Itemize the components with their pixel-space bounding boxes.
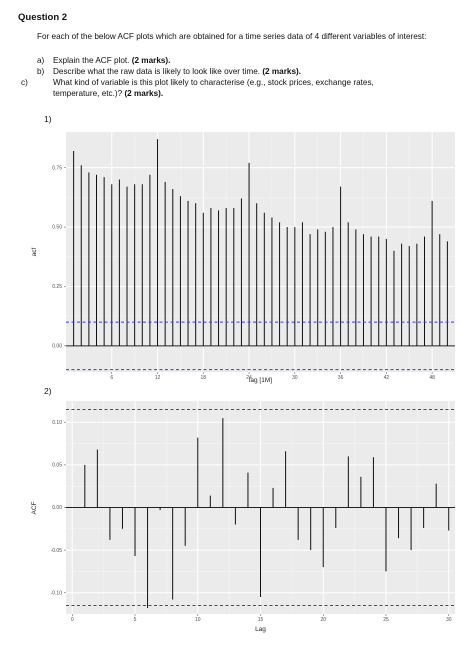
- acf1-x-tick-label: 6: [110, 375, 113, 381]
- acf1-x-tick-label: 36: [338, 375, 344, 381]
- acf1-group: 0.00 0.25 0.50 0.75 6 12 18 24 30 36 42 48 lag [1M] a…: [31, 132, 455, 384]
- acf1-x-tick-label: 18: [201, 375, 207, 381]
- acf1-x-tick-label: 12: [155, 375, 161, 381]
- item-text: Explain the ACF plot.: [53, 56, 130, 65]
- acf2-y-tick-label: 0.00: [52, 505, 62, 511]
- acf1-y-tick-label: 0.00: [52, 344, 62, 350]
- item-label: c): [21, 78, 28, 87]
- acf2-x-tick-label: 25: [383, 617, 389, 623]
- acf1-y-tick-label: 0.25: [52, 284, 62, 290]
- acf1-y-tick-label: 0.75: [52, 165, 62, 171]
- acf2-y-axis-title: ACF: [31, 501, 38, 514]
- acf2-group: -0.10 -0.05 0.00 0.05 0.10 0 5 10 15 20 25 30 Lag ACF: [31, 401, 455, 633]
- item-label: a): [37, 56, 45, 65]
- question-item-c: c) What kind of variable is this plot lik…: [21, 78, 398, 99]
- acf1-x-tick-label: 30: [292, 375, 298, 381]
- question-intro: For each of the below ACF plots which ar…: [37, 32, 427, 41]
- acf2-x-tick-label: 20: [320, 617, 326, 623]
- item-text: What kind of variable is this plot likel…: [53, 78, 374, 98]
- acf2-x-tick-label: 10: [195, 617, 201, 623]
- acf1-x-tick-label: 24: [246, 375, 252, 381]
- plot-number-2: 2): [44, 386, 52, 396]
- question-item-a: a) Explain the ACF plot. (2 marks).: [37, 56, 447, 67]
- question-item-b: b) Describe what the raw data is likely t…: [37, 67, 447, 78]
- acf2-x-tick-label: 0: [71, 617, 74, 623]
- item-text: Describe what the raw data is likely to …: [53, 67, 261, 76]
- acf2-x-axis-title: Lag: [255, 626, 266, 633]
- question-title: Question 2: [18, 12, 68, 23]
- plot-number-1: 1): [44, 114, 52, 124]
- item-label: b): [37, 67, 45, 76]
- acf1-x-tick-label: 48: [429, 375, 435, 381]
- acf2-x-tick-label: 15: [258, 617, 264, 623]
- item-marks: (2 marks).: [131, 56, 171, 65]
- acf1-y-axis-title: acf: [31, 247, 38, 256]
- acf1-y-tick-label: 0.50: [52, 225, 62, 231]
- acf2-y-tick-label: -0.05: [51, 548, 63, 554]
- acf2-x-tick-label: 30: [446, 617, 452, 623]
- acf2-y-tick-label: 0.10: [52, 420, 62, 426]
- acf1-panel-bg: [66, 132, 455, 372]
- item-marks: (2 marks).: [124, 88, 164, 98]
- acf1-x-axis-title: lag [1M]: [249, 377, 272, 384]
- acf1-x-tick-label: 42: [384, 375, 390, 381]
- acf2-y-tick-label: -0.10: [51, 590, 63, 596]
- acf2-y-tick-label: 0.05: [52, 463, 62, 469]
- item-marks: (2 marks).: [262, 67, 302, 76]
- acf2-x-tick-label: 5: [134, 617, 137, 623]
